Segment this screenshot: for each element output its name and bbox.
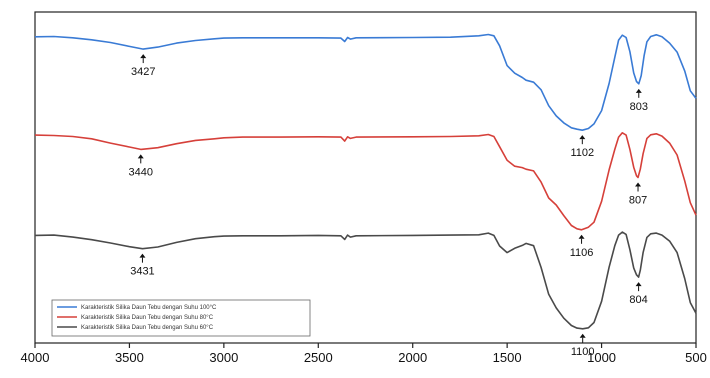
- peak-label-7: 804: [629, 294, 647, 306]
- x-tick-label-4: 2000: [398, 350, 427, 365]
- legend: Karakteristik Silika Daun Tebu dengan Su…: [51, 299, 311, 337]
- series-line-2: [34, 231, 697, 330]
- x-tick-label-3: 2500: [304, 350, 333, 365]
- legend-label-2: Karakteristik Silika Daun Tebu dengan Su…: [81, 325, 214, 331]
- peak-arrow-head-2: [579, 135, 586, 140]
- peak-arrow-head-1: [635, 88, 642, 93]
- peak-arrow-head-3: [137, 154, 144, 159]
- peak-label-4: 807: [629, 195, 647, 207]
- annotation-layer: 3427 803 1102 3440 807 1106 3431 804 1100: [129, 54, 648, 358]
- peak-label-8: 1100: [571, 346, 595, 358]
- peak-label-6: 3431: [130, 266, 154, 278]
- legend-box: [51, 299, 311, 337]
- peak-arrow-head-8: [579, 333, 586, 338]
- series-line-0: [34, 33, 697, 131]
- peak-label-3: 3440: [129, 166, 153, 178]
- peak-arrow-head-7: [635, 282, 642, 287]
- series-line-1: [34, 132, 697, 231]
- legend-label-0: Karakteristik Silika Daun Tebu dengan Su…: [81, 305, 217, 311]
- peak-label-5: 1106: [570, 247, 594, 259]
- peak-arrow-head-4: [635, 182, 642, 187]
- legend-label-1: Karakteristik Silika Daun Tebu dengan Su…: [81, 315, 214, 321]
- x-tick-label-1: 3500: [115, 350, 144, 365]
- x-axis: 4000 3500 3000 2500 2000 1500 1000 500: [21, 343, 707, 365]
- x-tick-label-0: 4000: [21, 350, 50, 365]
- peak-label-0: 3427: [131, 66, 155, 78]
- peak-label-1: 803: [630, 101, 648, 113]
- peak-arrow-head-6: [139, 253, 146, 258]
- x-tick-label-2: 3000: [209, 350, 238, 365]
- x-tick-label-7: 500: [685, 350, 707, 365]
- legend-entries: Karakteristik Silika Daun Tebu dengan Su…: [57, 305, 217, 331]
- x-tick-label-6: 1000: [587, 350, 616, 365]
- peak-arrow-head-5: [578, 234, 585, 239]
- x-tick-label-5: 1500: [493, 350, 522, 365]
- peak-arrow-head-0: [140, 54, 147, 59]
- series-layer: [34, 33, 697, 330]
- plot-frame: [34, 11, 697, 344]
- peak-label-2: 1102: [570, 147, 594, 159]
